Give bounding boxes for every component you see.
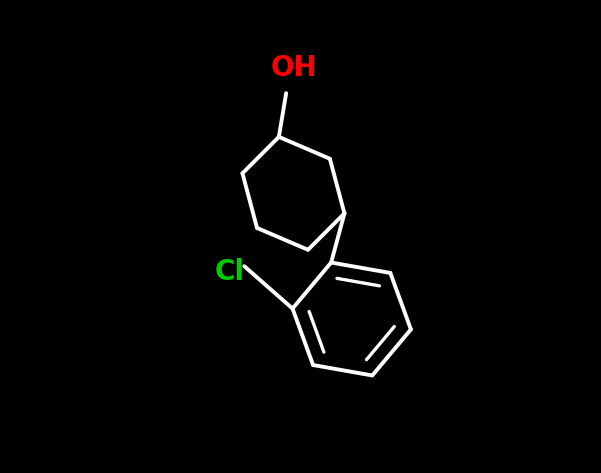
Text: Cl: Cl <box>215 258 245 286</box>
Text: OH: OH <box>270 54 317 82</box>
